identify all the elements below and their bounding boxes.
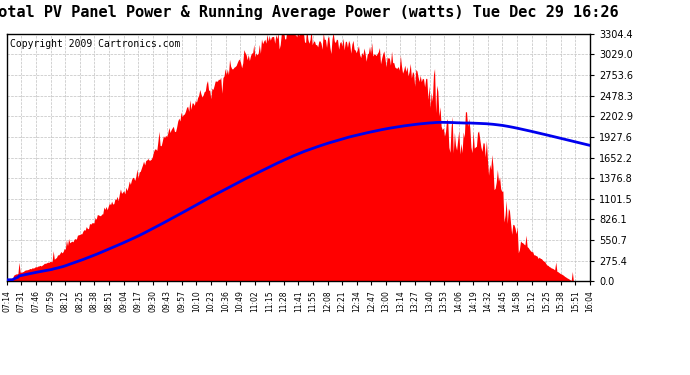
Text: Total PV Panel Power & Running Average Power (watts) Tue Dec 29 16:26: Total PV Panel Power & Running Average P… [0,4,618,20]
Text: Copyright 2009 Cartronics.com: Copyright 2009 Cartronics.com [10,39,180,49]
